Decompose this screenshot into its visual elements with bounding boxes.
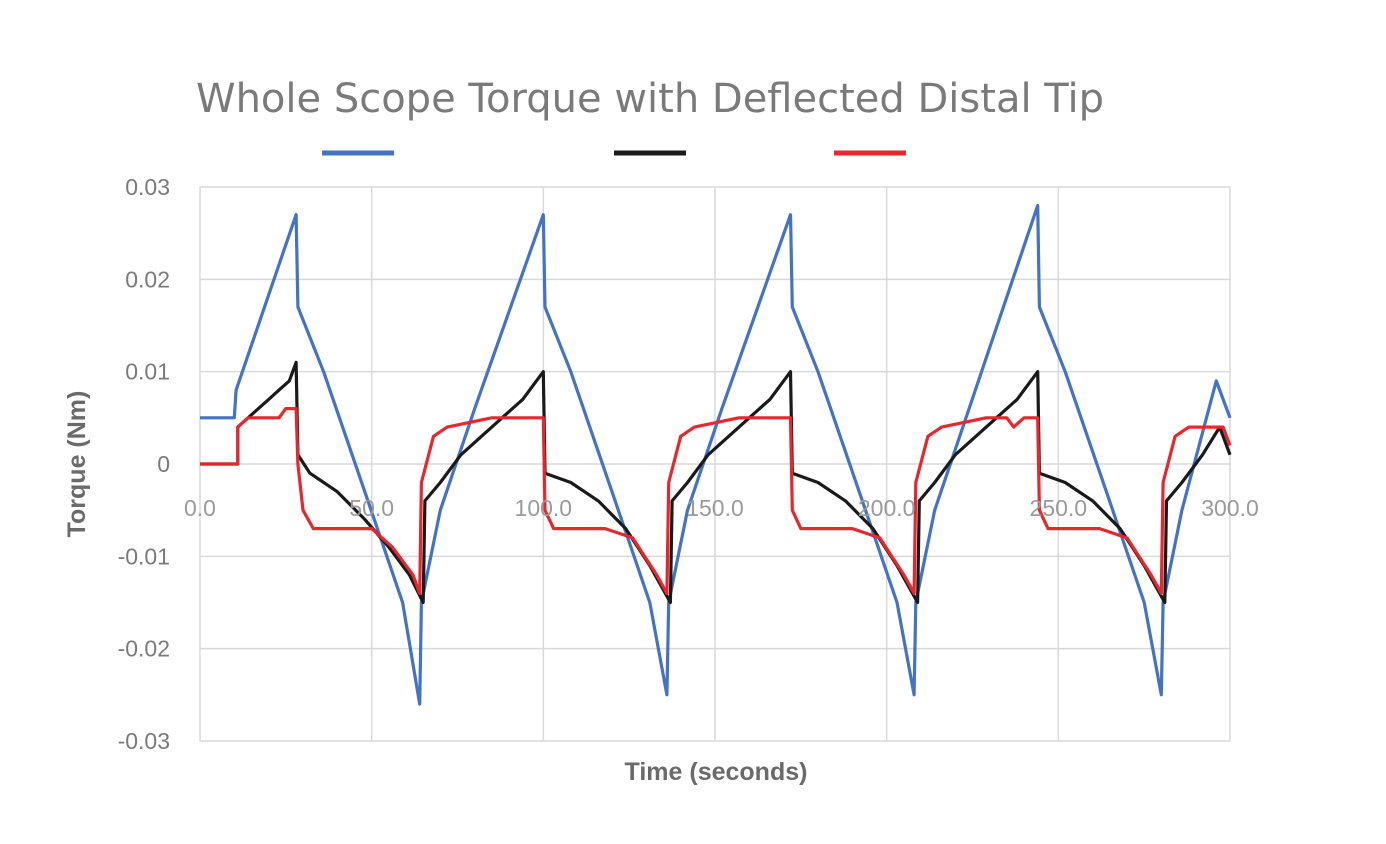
series-line-2 <box>200 360 1232 605</box>
x-tick-label: 100.0 <box>515 495 573 521</box>
y-tick-label: -0.01 <box>118 543 170 569</box>
y-tick-label: 0.03 <box>125 174 170 200</box>
x-tick-label: 200.0 <box>858 495 916 521</box>
x-axis-label: Time (seconds) <box>625 758 808 786</box>
series-line-3 <box>200 407 1232 595</box>
x-tick-label: 150.0 <box>686 495 744 521</box>
y-axis-ticks: 0.03 0.02 0.01 0 -0.01 -0.02 -0.03 <box>118 174 170 754</box>
chart-title: Whole Scope Torque with Deflected Distal… <box>196 76 1104 122</box>
x-tick-label: 0.0 <box>184 495 216 521</box>
x-axis-ticks: 0.0 50.0 100.0 150.0 200.0 250.0 300.0 <box>184 495 1259 521</box>
x-tick-label: 50.0 <box>349 495 394 521</box>
y-axis-label: Torque (Nm) <box>63 391 91 538</box>
y-tick-label: -0.02 <box>118 636 170 662</box>
y-tick-label: 0.01 <box>125 359 170 385</box>
y-tick-label: 0 <box>157 451 170 477</box>
y-tick-label: 0.02 <box>125 266 170 292</box>
x-tick-label: 250.0 <box>1030 495 1088 521</box>
y-tick-label: -0.03 <box>118 728 170 754</box>
series-layer <box>200 203 1232 706</box>
x-tick-label: 300.0 <box>1201 495 1259 521</box>
